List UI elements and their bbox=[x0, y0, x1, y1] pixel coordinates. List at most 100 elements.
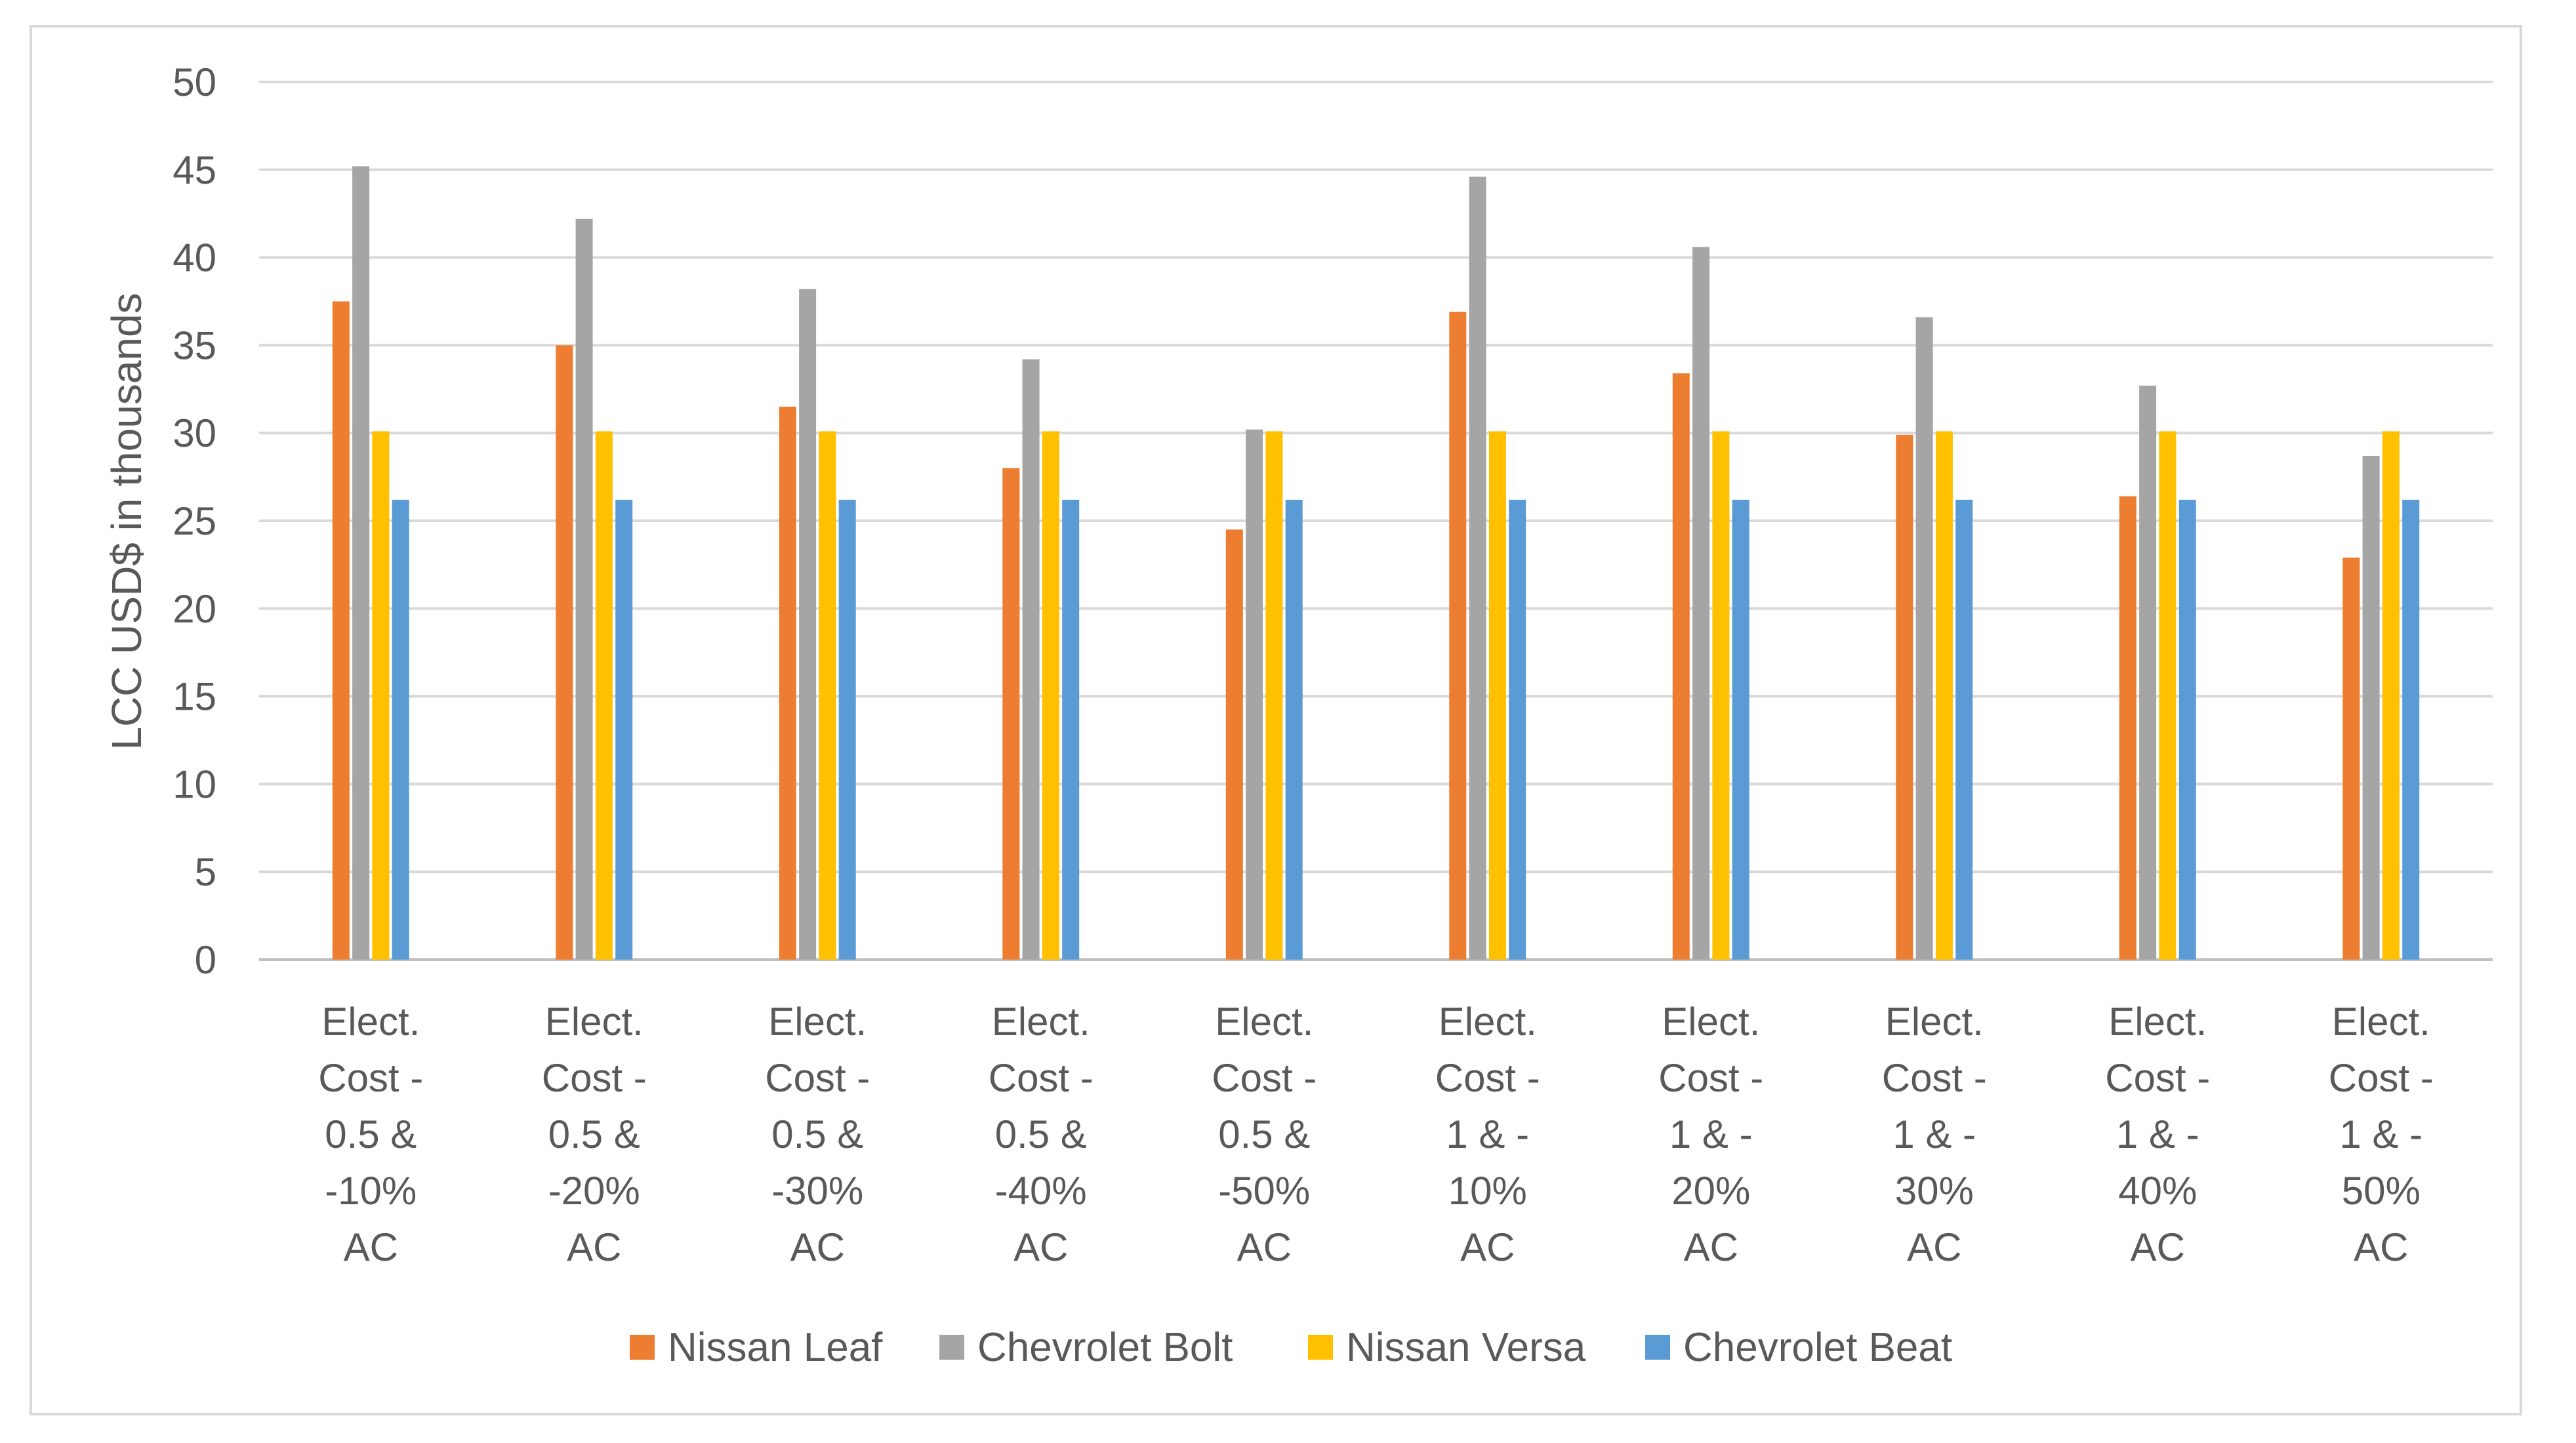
bar-chevrolet-bolt-9 bbox=[2139, 385, 2157, 960]
x-category-line: Cost - bbox=[2329, 1056, 2434, 1100]
bar-chevrolet-beat-2 bbox=[615, 499, 633, 960]
x-category-label: Elect. Cost - 0.5 & -20% AC bbox=[542, 1000, 647, 1269]
x-category-label: Elect. Cost - 1 & - 50% AC bbox=[2329, 1000, 2434, 1269]
legend-swatch-nissan-versa bbox=[1308, 1335, 1333, 1360]
x-category-line: 20% bbox=[1671, 1169, 1750, 1213]
x-category-line: -10% bbox=[325, 1169, 417, 1213]
bar-chevrolet-bolt-5 bbox=[1246, 429, 1263, 960]
bar-nissan-leaf-3 bbox=[779, 407, 796, 960]
x-category-line: Cost - bbox=[989, 1056, 1094, 1100]
legend-label-chevrolet-beat: Chevrolet Beat bbox=[1683, 1325, 1952, 1370]
bar-nissan-versa-5 bbox=[1265, 431, 1283, 960]
bar-nissan-versa-4 bbox=[1042, 431, 1059, 960]
y-tick-label: 35 bbox=[173, 323, 216, 367]
x-category-line: Cost - bbox=[2105, 1056, 2210, 1100]
x-category-line: Elect. bbox=[1215, 1000, 1313, 1044]
bar-chevrolet-bolt-2 bbox=[575, 218, 593, 960]
y-tick-label: 5 bbox=[195, 850, 216, 894]
y-tick-label: 20 bbox=[173, 587, 216, 631]
legend: Nissan Leaf Chevrolet Bolt Nissan Versa Che… bbox=[630, 1325, 1952, 1370]
x-category-line: Elect. bbox=[1439, 1000, 1537, 1044]
bar-chevrolet-bolt-3 bbox=[799, 289, 817, 960]
x-category-line: Cost - bbox=[542, 1056, 647, 1100]
x-category-line: 1 & - bbox=[1892, 1112, 1976, 1156]
bar-nissan-versa-9 bbox=[2159, 431, 2177, 960]
x-category-line: -50% bbox=[1218, 1169, 1310, 1213]
x-category-line: Elect. bbox=[1662, 1000, 1760, 1044]
bar-chevrolet-bolt-1 bbox=[352, 166, 370, 960]
bar-nissan-leaf-9 bbox=[2119, 496, 2136, 960]
bar-nissan-versa-1 bbox=[372, 431, 390, 960]
x-category-line: Cost - bbox=[1212, 1056, 1317, 1100]
x-category-line: Elect. bbox=[321, 1000, 420, 1044]
x-category-line: 1 & - bbox=[1446, 1112, 1529, 1156]
x-category-line: AC bbox=[1907, 1225, 1961, 1269]
x-category-line: Elect. bbox=[545, 1000, 644, 1044]
x-category-line: Cost - bbox=[318, 1056, 423, 1100]
x-category-line: Cost - bbox=[765, 1056, 870, 1100]
x-category-line: AC bbox=[2354, 1225, 2408, 1269]
x-category-line: Elect. bbox=[1885, 1000, 1984, 1044]
x-category-line: -20% bbox=[548, 1169, 640, 1213]
y-tick-label: 10 bbox=[173, 762, 216, 806]
x-category-line: 1 & - bbox=[2116, 1112, 2199, 1156]
bar-chevrolet-beat-5 bbox=[1285, 499, 1303, 960]
legend-label-nissan-versa: Nissan Versa bbox=[1346, 1325, 1586, 1370]
x-category-line: 10% bbox=[1448, 1169, 1527, 1213]
x-category-line: 1 & - bbox=[1669, 1112, 1753, 1156]
bar-nissan-versa-3 bbox=[819, 431, 836, 960]
x-category-line: 50% bbox=[2342, 1169, 2421, 1213]
x-category-label: Elect. Cost - 0.5 & -50% AC bbox=[1212, 1000, 1317, 1269]
x-category-line: 1 & - bbox=[2339, 1112, 2423, 1156]
x-axis-categories: Elect. Cost - 0.5 & -10% AC Elect. Cost - 0.5 &… bbox=[318, 1000, 2434, 1269]
x-category-line: Cost - bbox=[1435, 1056, 1540, 1100]
bar-nissan-versa-10 bbox=[2382, 431, 2400, 960]
bar-nissan-leaf-10 bbox=[2342, 558, 2360, 960]
bar-nissan-leaf-7 bbox=[1672, 373, 1690, 960]
bar-nissan-versa-8 bbox=[1935, 431, 1953, 960]
bar-chevrolet-bolt-8 bbox=[1915, 317, 1933, 960]
legend-swatch-nissan-leaf bbox=[630, 1335, 655, 1360]
bar-chevrolet-bolt-7 bbox=[1692, 247, 1710, 960]
bar-nissan-leaf-2 bbox=[556, 345, 573, 960]
y-tick-label: 15 bbox=[173, 675, 216, 719]
legend-label-chevrolet-bolt: Chevrolet Bolt bbox=[977, 1325, 1233, 1370]
bar-nissan-versa-2 bbox=[595, 431, 613, 960]
bar-nissan-leaf-5 bbox=[1225, 529, 1243, 960]
legend-swatch-chevrolet-bolt bbox=[939, 1335, 964, 1360]
y-tick-label: 40 bbox=[173, 236, 216, 280]
x-category-label: Elect. Cost - 1 & - 40% AC bbox=[2105, 1000, 2210, 1269]
x-category-line: Elect. bbox=[768, 1000, 867, 1044]
x-category-label: Elect. Cost - 1 & - 10% AC bbox=[1435, 1000, 1540, 1269]
x-category-line: Elect. bbox=[2108, 1000, 2207, 1044]
x-category-line: AC bbox=[1013, 1225, 1068, 1269]
x-category-label: Elect. Cost - 0.5 & -40% AC bbox=[989, 1000, 1094, 1269]
x-category-line: Cost - bbox=[1882, 1056, 1987, 1100]
legend-label-nissan-leaf: Nissan Leaf bbox=[668, 1325, 883, 1370]
x-category-line: AC bbox=[1460, 1225, 1515, 1269]
x-category-line: AC bbox=[1684, 1225, 1738, 1269]
x-category-line: Elect. bbox=[992, 1000, 1090, 1044]
x-category-label: Elect. Cost - 1 & - 20% AC bbox=[1658, 1000, 1763, 1269]
x-category-line: Elect. bbox=[2332, 1000, 2430, 1044]
bar-nissan-leaf-8 bbox=[1896, 434, 1913, 960]
x-category-line: AC bbox=[344, 1225, 398, 1269]
y-tick-label: 50 bbox=[173, 60, 216, 104]
y-tick-label: 25 bbox=[173, 499, 216, 543]
y-tick-label: 30 bbox=[173, 411, 216, 455]
bar-nissan-versa-6 bbox=[1488, 431, 1506, 960]
y-axis-title: LCC USD$ in thousands bbox=[103, 293, 150, 750]
bar-chevrolet-beat-10 bbox=[2402, 499, 2420, 960]
x-category-line: 0.5 & bbox=[1218, 1112, 1310, 1156]
bar-chevrolet-beat-7 bbox=[1732, 499, 1749, 960]
bar-nissan-leaf-4 bbox=[1002, 468, 1020, 960]
bar-chevrolet-bolt-4 bbox=[1022, 359, 1040, 960]
x-category-line: AC bbox=[790, 1225, 845, 1269]
legend-swatch-chevrolet-beat bbox=[1645, 1335, 1670, 1360]
bar-chevrolet-bolt-6 bbox=[1469, 176, 1486, 960]
y-tick-label: 45 bbox=[173, 148, 216, 192]
x-category-label: Elect. Cost - 0.5 & -10% AC bbox=[318, 1000, 423, 1269]
bar-nissan-leaf-6 bbox=[1449, 312, 1467, 960]
x-category-line: 0.5 & bbox=[325, 1112, 417, 1156]
